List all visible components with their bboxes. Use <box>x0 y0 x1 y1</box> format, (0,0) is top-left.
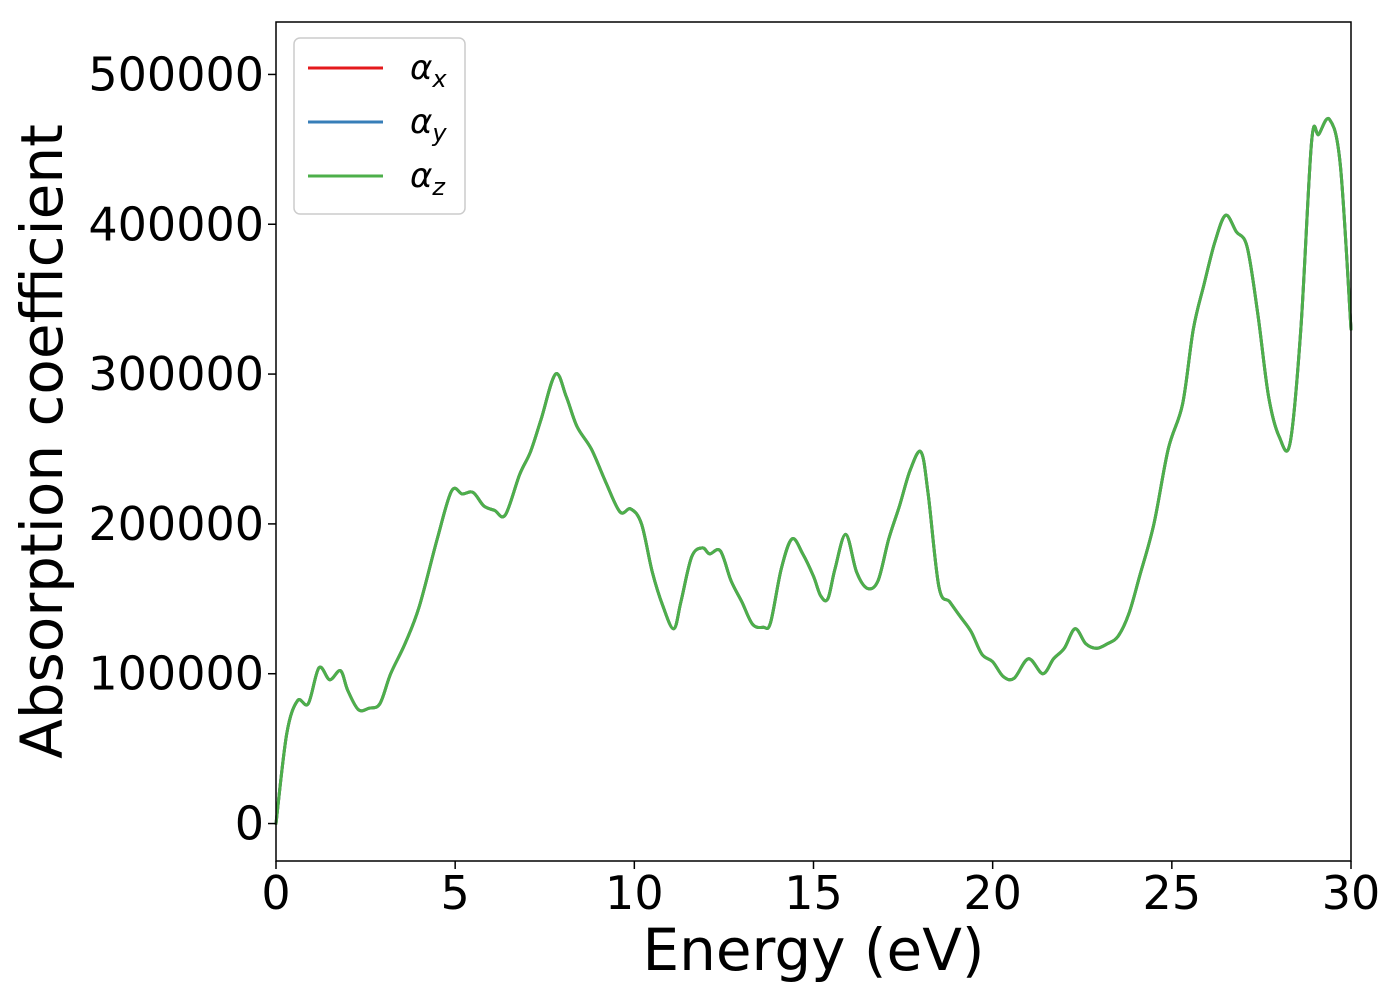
x-axis-ticks: 0 5 10 15 20 25 30 <box>261 861 1380 920</box>
y-tick-label: 400000 <box>88 197 264 251</box>
x-tick-label: 15 <box>784 866 843 920</box>
x-axis-title: Energy (eV) <box>642 916 984 984</box>
x-tick-label: 25 <box>1143 866 1202 920</box>
legend-label-z: αz <box>410 156 446 201</box>
x-tick-label: 10 <box>605 866 664 920</box>
y-axis-ticks: 0 100000 200000 300000 400000 500000 <box>88 47 276 851</box>
series-line-y <box>274 116 1353 826</box>
legend-label-x: αx <box>410 48 447 93</box>
y-axis-title: Absorption coefficient <box>8 124 76 759</box>
y-tick-label: 500000 <box>88 47 264 101</box>
y-tick-label: 0 <box>235 797 264 851</box>
y-tick-label: 100000 <box>88 647 264 701</box>
series-layer <box>274 116 1353 826</box>
y-tick-label: 300000 <box>88 347 264 401</box>
x-tick-label: 0 <box>261 866 290 920</box>
legend-box <box>293 37 466 215</box>
x-tick-label: 5 <box>441 866 470 920</box>
series-line-x <box>274 116 1353 826</box>
y-tick-label: 200000 <box>88 497 264 551</box>
series-line-z <box>274 116 1353 826</box>
legend-label-y: αy <box>410 102 447 147</box>
x-tick-label: 30 <box>1322 866 1381 920</box>
x-tick-label: 20 <box>963 866 1022 920</box>
legend: αx αy αz <box>293 37 466 215</box>
